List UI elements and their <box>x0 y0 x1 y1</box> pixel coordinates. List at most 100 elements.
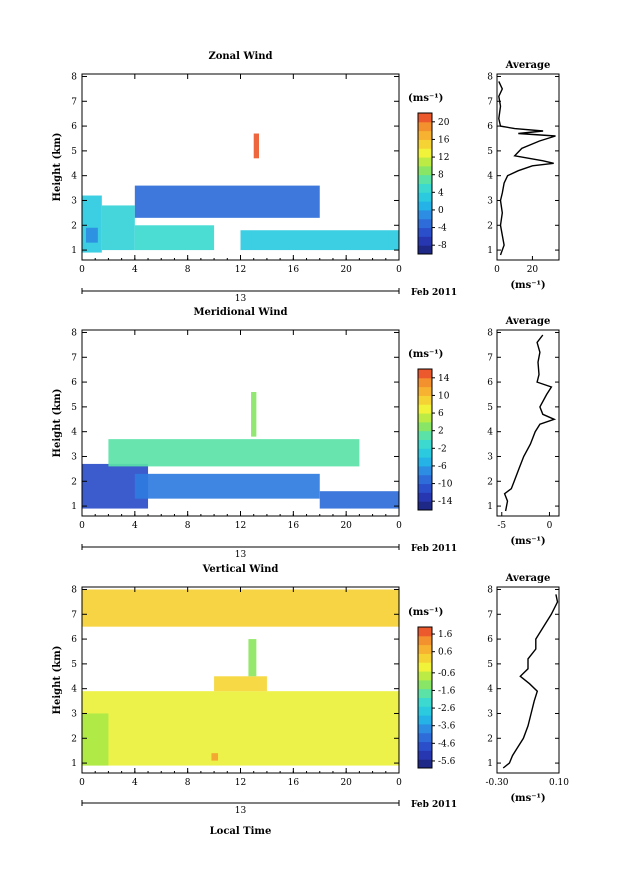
colorbar-tick-label: -8 <box>438 241 447 251</box>
y-tick-label: 6 <box>71 122 77 132</box>
data-region-7 <box>253 133 259 159</box>
x-tick-label: 8 <box>185 778 191 788</box>
x-tick-label: 0 <box>396 521 402 531</box>
profile-y-tick-label: 7 <box>487 610 493 620</box>
colorbar-segment <box>418 688 432 698</box>
profile-x-tick-label: 20 <box>527 265 539 275</box>
profile-y-tick-label: 5 <box>487 660 493 670</box>
profile-x-tick-label: -0.30 <box>485 778 508 788</box>
colorbar-segment <box>418 130 432 140</box>
colorbar-segment <box>418 121 432 132</box>
colorbar-segment <box>418 741 432 751</box>
colorbar-tick-label: 20 <box>438 118 450 128</box>
profile-frame <box>496 329 560 517</box>
date-axis-label: Feb 2011 <box>411 288 457 298</box>
colorbar-segment <box>418 732 432 743</box>
colorbar-tick-label: -4.6 <box>438 739 456 749</box>
colorbar-segment <box>418 395 432 405</box>
data-region-1 <box>82 195 102 253</box>
profile-y-tick-label: 5 <box>487 403 493 413</box>
x-tick-label: 8 <box>185 521 191 531</box>
chart-title: Zonal Wind <box>208 51 272 62</box>
colorbar-segment <box>418 165 432 176</box>
x-tick-label: 20 <box>340 265 352 275</box>
profile-y-tick-label: 7 <box>487 97 493 107</box>
y-axis-label: Height (km) <box>52 646 63 715</box>
colorbar-segment <box>418 209 432 220</box>
data-region-5 <box>251 392 257 437</box>
profile-x-tick-label: 0 <box>547 521 553 531</box>
colorbar-segment <box>418 192 432 202</box>
profile-y-tick-label: 6 <box>487 378 493 388</box>
colorbar-unit: (ms⁻¹) <box>408 607 443 618</box>
profile-y-tick-label: 1 <box>487 502 493 512</box>
colorbar-tick-label: -6 <box>438 462 447 472</box>
profile-title: Average <box>505 316 551 327</box>
chart-title: Meridional Wind <box>193 307 287 318</box>
profile-frame <box>496 586 560 774</box>
colorbar-segment <box>418 157 432 167</box>
y-tick-label: 2 <box>71 734 77 744</box>
profile-y-tick-label: 7 <box>487 353 493 363</box>
colorbar-tick-label: -14 <box>438 497 453 507</box>
profile-y-tick-label: 2 <box>487 734 493 744</box>
colorbar-tick-label: 10 <box>438 391 450 401</box>
colorbar-segment <box>418 501 432 511</box>
colorbar-tick-label: 4 <box>438 188 444 198</box>
date-axis-label: Feb 2011 <box>411 800 457 810</box>
colorbar-tick-label: -2.6 <box>438 704 456 714</box>
colorbar-tick-label: -0.6 <box>438 669 456 679</box>
colorbar-tick-label: 6 <box>438 409 444 419</box>
colorbar-segment <box>418 218 432 229</box>
data-region-3 <box>214 676 267 692</box>
data-region-3 <box>134 225 215 251</box>
colorbar-segment <box>418 723 432 734</box>
colorbar-segment <box>418 759 432 769</box>
x-tick-label: 0 <box>79 521 85 531</box>
colorbar-segment <box>418 627 432 637</box>
colorbar-segment <box>418 662 432 672</box>
data-region-5 <box>85 227 98 243</box>
colorbar-segment <box>418 369 432 379</box>
colorbar-segment <box>418 113 432 123</box>
profile-y-tick-label: 2 <box>487 477 493 487</box>
average-profile: Average 1 2 3 4 5 6 7 8 0 20 (ms⁻¹) <box>487 60 560 291</box>
y-tick-label: 5 <box>71 403 77 413</box>
x-tick-label: 0 <box>79 778 85 788</box>
colorbar-tick-label: 0.6 <box>438 648 453 658</box>
profile-y-tick-label: 6 <box>487 122 493 132</box>
profile-y-tick-label: 4 <box>487 428 493 438</box>
colorbar-segment <box>418 430 432 440</box>
y-tick-label: 4 <box>71 685 77 695</box>
date-axis-label: Feb 2011 <box>411 544 457 554</box>
x-tick-label: 20 <box>340 521 352 531</box>
data-region-2 <box>134 473 320 499</box>
colorbar-segment <box>418 377 432 388</box>
colorbar-segment <box>418 465 432 476</box>
profile-y-tick-label: 8 <box>487 72 493 82</box>
colorbar-segment <box>418 139 432 149</box>
profile-title: Average <box>505 60 551 71</box>
data-region-4 <box>108 439 360 467</box>
y-tick-label: 5 <box>71 660 77 670</box>
y-tick-label: 5 <box>71 147 77 157</box>
y-tick-label: 8 <box>71 585 77 595</box>
colorbar-segment <box>418 474 432 485</box>
profile-x-tick-label: 0 <box>494 265 500 275</box>
colorbar-segment <box>418 448 432 458</box>
colorbar-segment <box>418 236 432 246</box>
colorbar-unit: (ms⁻¹) <box>408 349 443 360</box>
x-tick-label: 4 <box>132 265 138 275</box>
colorbar-tick-label: 2 <box>438 427 444 437</box>
y-axis-label: Height (km) <box>52 389 63 458</box>
colorbar-unit: (ms⁻¹) <box>408 93 443 104</box>
colorbar-segment <box>418 653 432 663</box>
colorbar-segment <box>418 679 432 690</box>
data-region-2 <box>82 713 109 766</box>
x-tick-label: 4 <box>132 521 138 531</box>
colorbar-tick-label: -5.6 <box>438 757 456 767</box>
y-tick-label: 7 <box>71 353 77 363</box>
profile-y-tick-label: 8 <box>487 585 493 595</box>
colorbar-tick-label: 1.6 <box>438 630 453 640</box>
